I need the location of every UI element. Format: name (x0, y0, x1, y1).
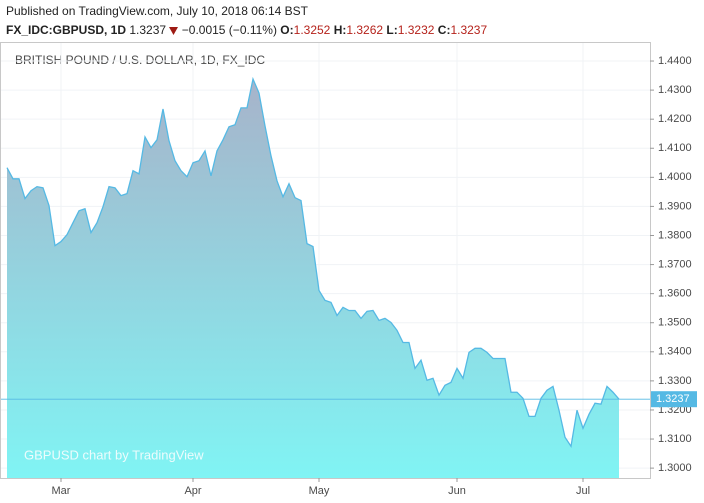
x-tick-label: Jun (448, 485, 466, 497)
y-tick-label: 1.3000 (658, 462, 692, 474)
ohlc-label: L: (386, 23, 398, 37)
y-tick-label: 1.3800 (658, 229, 692, 241)
y-tick-label: 1.4400 (658, 55, 692, 67)
y-tick-label: 1.4300 (658, 84, 692, 96)
y-tick-label: 1.3500 (658, 317, 692, 329)
x-tick-label: May (309, 485, 330, 497)
quote-line: FX_IDC:GBPUSD, 1D 1.3237 −0.0015 (−0.11%… (6, 21, 487, 40)
y-tick-label: 1.3100 (658, 433, 692, 445)
y-tick-label: 1.3400 (658, 346, 692, 358)
y-tick-label: 1.4200 (658, 113, 692, 125)
y-tick-label: 1.3600 (658, 288, 692, 300)
ohlc-label: H: (333, 23, 347, 37)
header: Published on TradingView.com, July 10, 2… (6, 2, 487, 40)
ohlc-value: 1.3262 (346, 23, 384, 37)
change: −0.0015 (−0.11%) (181, 23, 277, 37)
y-tick-label: 1.4000 (658, 171, 692, 183)
last-price: 1.3237 (129, 23, 167, 37)
last-price-label: 1.3237 (656, 393, 690, 405)
x-tick-label: Apr (184, 485, 201, 497)
plot-frame (0, 42, 651, 479)
price-line (6, 76, 620, 449)
y-tick-label: 1.3300 (658, 375, 692, 387)
y-tick-label: 1.3900 (658, 200, 692, 212)
area-fill (7, 79, 619, 478)
chart-title: BRITISH POUND / U.S. DOLLAR, 1D, FX_IDC (15, 53, 265, 67)
x-tick-label: Jul (576, 485, 590, 497)
last-price-tag (651, 391, 697, 408)
ohlc: O:1.3252 H:1.3262 L:1.3232 C:1.3237 (280, 23, 487, 37)
ohlc-value: 1.3252 (293, 23, 331, 37)
ohlc-value: 1.3232 (397, 23, 435, 37)
ohlc-label: O: (280, 23, 294, 37)
y-tick-label: 1.3700 (658, 258, 692, 270)
ohlc-value: 1.3237 (450, 23, 488, 37)
published-line: Published on TradingView.com, July 10, 2… (6, 4, 308, 18)
y-tick-label: 1.4100 (658, 142, 692, 154)
symbol: FX_IDC:GBPUSD, 1D (6, 23, 127, 37)
down-arrow (169, 26, 179, 35)
ohlc-label: C: (437, 23, 451, 37)
x-tick-label: Mar (52, 485, 71, 497)
watermark: GBPUSD chart by TradingView (24, 447, 204, 462)
